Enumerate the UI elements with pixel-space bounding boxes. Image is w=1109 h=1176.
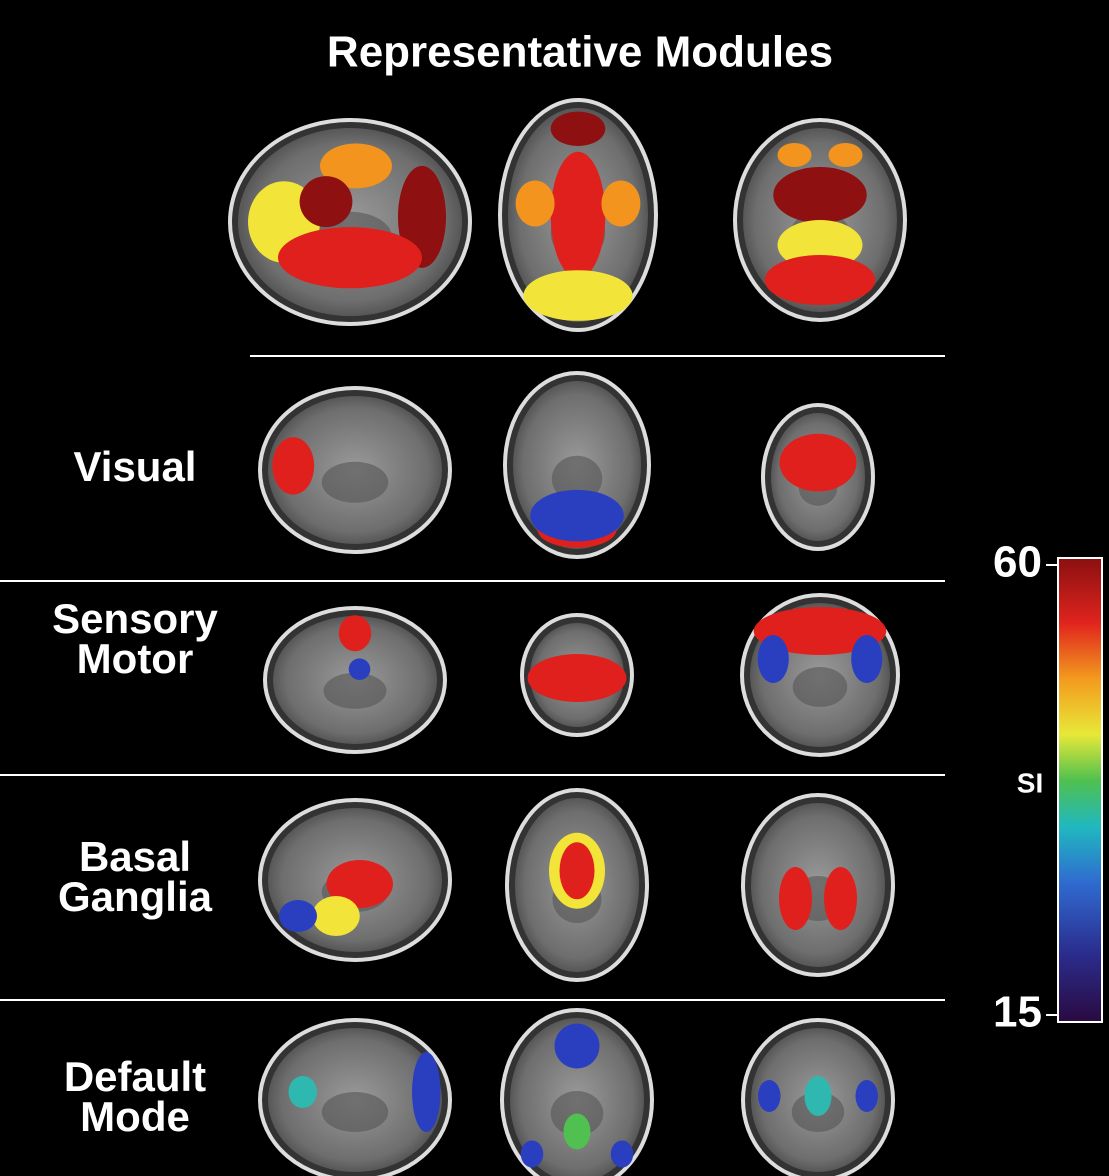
- activation: [278, 227, 422, 288]
- brain-slice: [743, 1020, 893, 1176]
- brain-slice: [507, 790, 647, 980]
- page: Representative Modules SI VisualSensoryM…: [0, 0, 1109, 1176]
- activation: [611, 1141, 634, 1168]
- activation: [778, 143, 812, 167]
- brain-slice: [505, 373, 649, 557]
- activation: [551, 112, 606, 147]
- activation: [272, 437, 314, 494]
- brain-slice: [742, 595, 898, 755]
- activation: [601, 181, 640, 227]
- activation: [551, 152, 606, 279]
- brain-structure: [322, 1092, 389, 1132]
- brain-structure: [793, 667, 848, 707]
- activation: [289, 1076, 318, 1108]
- brain-slice: [265, 608, 445, 752]
- activation: [829, 143, 863, 167]
- activation: [564, 1114, 591, 1150]
- row-label: Visual: [74, 443, 197, 490]
- activation: [773, 167, 867, 223]
- brain-slice: [743, 795, 893, 975]
- activation: [758, 1080, 781, 1112]
- row-label: Ganglia: [58, 873, 213, 920]
- activation: [349, 658, 371, 680]
- figure: Representative Modules SI VisualSensoryM…: [0, 0, 1109, 1176]
- brain-slice: [522, 615, 632, 735]
- colorbar: [1058, 558, 1102, 1022]
- activation: [339, 615, 371, 651]
- activation: [528, 654, 627, 702]
- activation: [560, 842, 595, 899]
- activation: [758, 635, 789, 683]
- activation: [824, 867, 857, 930]
- colorbar-tick-label: 15: [993, 988, 1042, 1037]
- activation: [279, 900, 317, 932]
- row-label: Motor: [77, 635, 194, 682]
- activation: [312, 896, 360, 936]
- activation: [779, 867, 812, 930]
- activation: [300, 176, 353, 227]
- figure-title: Representative Modules: [327, 28, 833, 77]
- brain-slice: [502, 1010, 652, 1176]
- activation: [805, 1076, 832, 1116]
- activation: [530, 490, 624, 542]
- activation: [521, 1141, 544, 1168]
- colorbar-label: SI: [1017, 767, 1043, 798]
- activation: [780, 434, 857, 492]
- activation: [851, 635, 882, 683]
- brain-slice: [260, 800, 450, 960]
- activation: [516, 181, 555, 227]
- activation: [856, 1080, 879, 1112]
- row-label: Mode: [80, 1093, 190, 1140]
- activation: [412, 1052, 441, 1132]
- brain-slice: [500, 100, 656, 330]
- activation: [555, 1024, 600, 1069]
- activation: [523, 270, 632, 321]
- colorbar-tick-label: 60: [993, 538, 1042, 587]
- brain-slice: [735, 120, 905, 320]
- brain-slice: [230, 120, 470, 324]
- brain-slice: [260, 388, 450, 552]
- brain-slice: [260, 1020, 450, 1176]
- brain-structure: [322, 462, 389, 503]
- brain-slice: [763, 405, 873, 549]
- activation: [765, 255, 876, 305]
